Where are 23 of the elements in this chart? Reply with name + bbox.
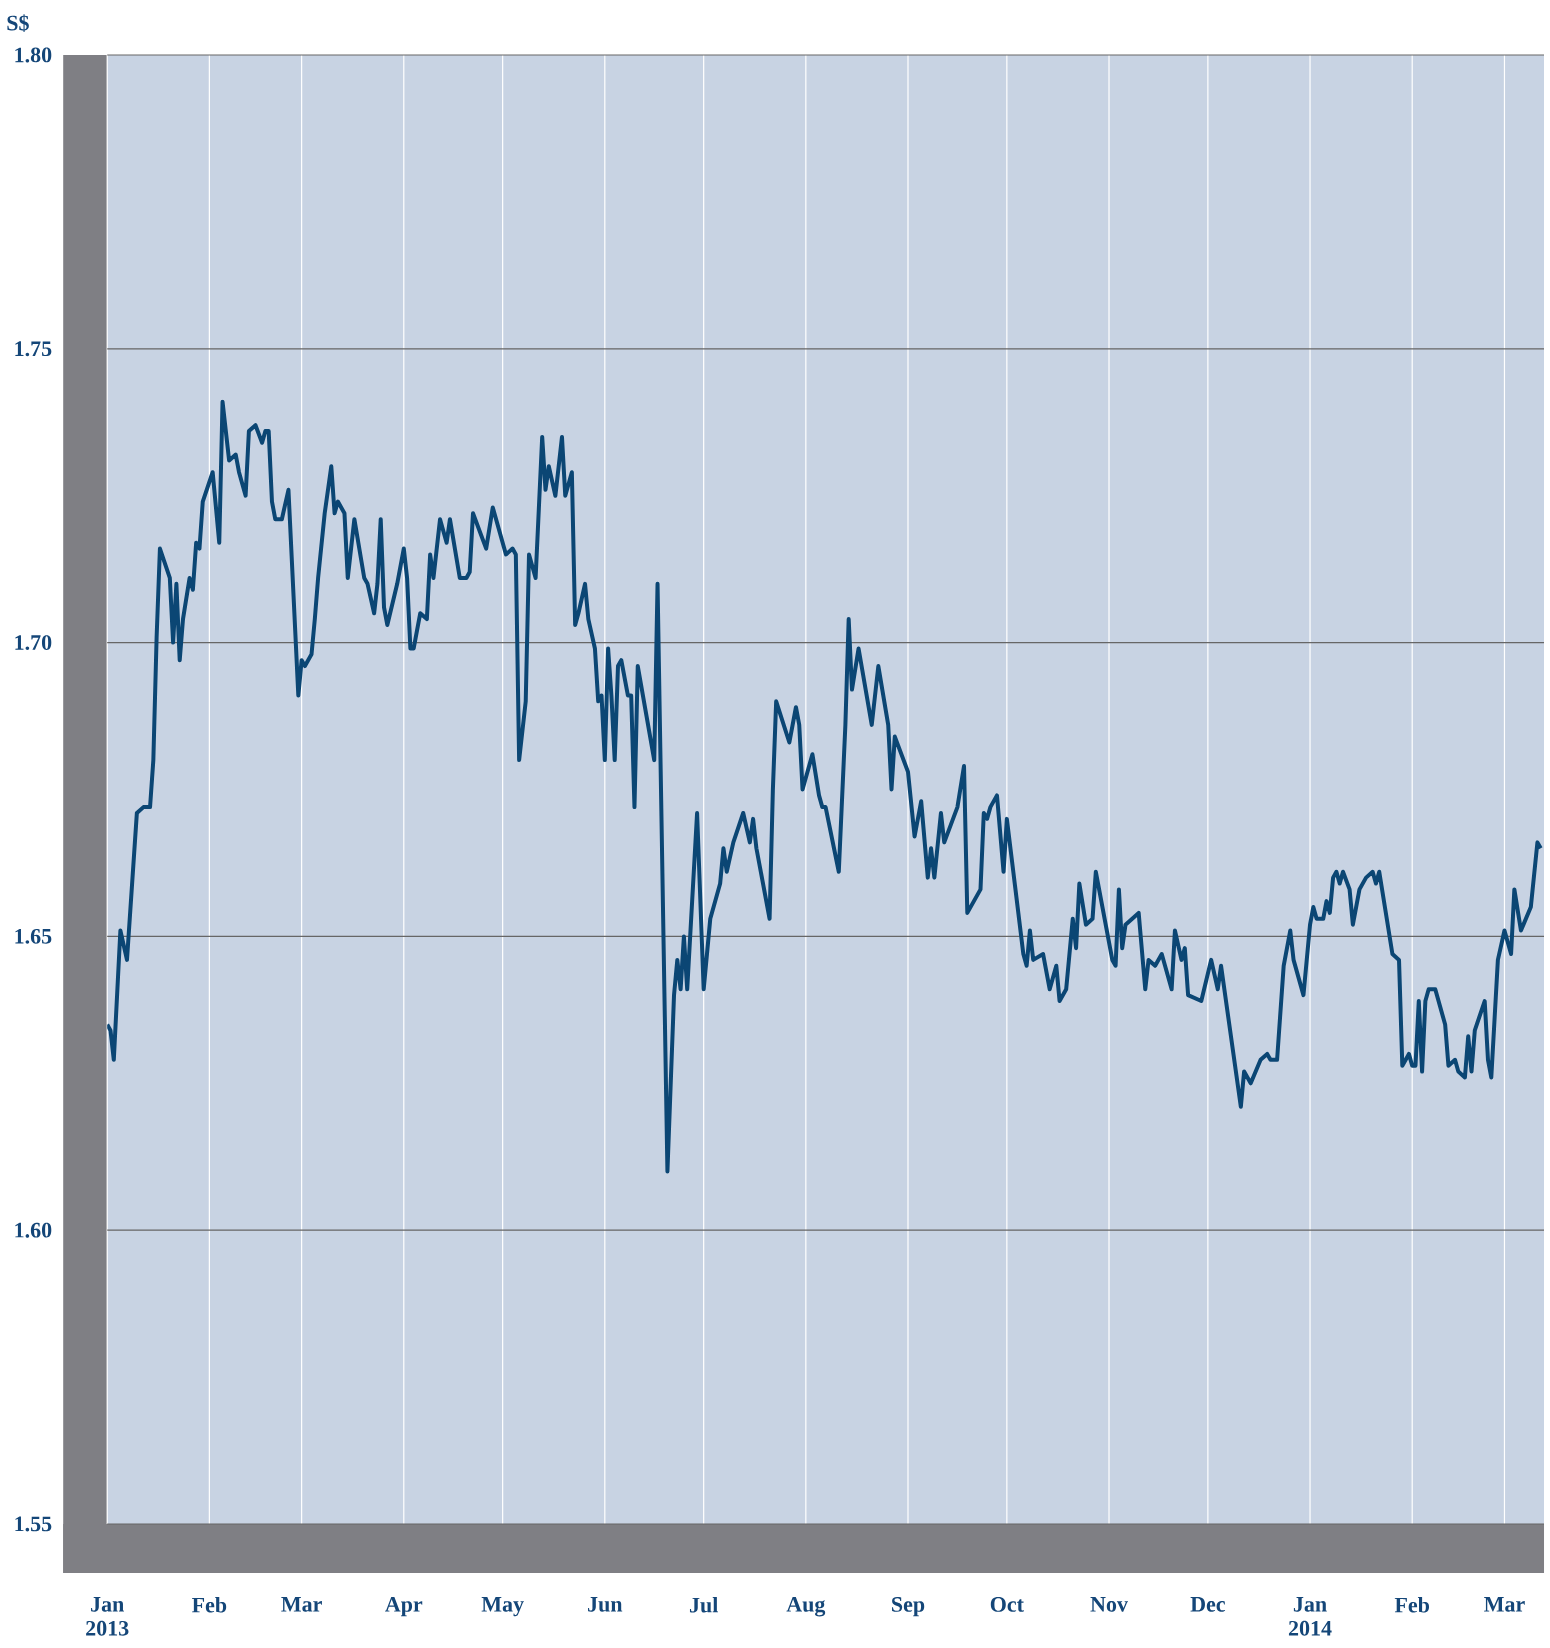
x-tick-label: May bbox=[481, 1597, 524, 1617]
x-tick-label: Mar bbox=[1484, 1597, 1525, 1612]
x-tick-label: Apr bbox=[385, 1597, 423, 1617]
x-tick-label: Mar bbox=[281, 1597, 322, 1612]
y-axis-title: S$ bbox=[7, 14, 29, 32]
x-tick-label: Sep bbox=[892, 1597, 925, 1617]
x-tick-label: Jan 2013 bbox=[86, 1597, 129, 1636]
y-tick-label: 1.55 bbox=[15, 1516, 52, 1532]
y-tick-label: 1.80 bbox=[15, 47, 52, 63]
y-tick-label: 1.75 bbox=[15, 341, 52, 357]
x-tick-label: Oct bbox=[990, 1597, 1024, 1612]
x-tick-label: Jul bbox=[689, 1597, 718, 1613]
x-tick-label: Jun bbox=[588, 1597, 623, 1612]
x-tick-label: Dec bbox=[1190, 1597, 1226, 1612]
y-tick-label: 1.65 bbox=[15, 928, 52, 944]
x-tick-label: Nov bbox=[1090, 1597, 1128, 1612]
x-tick-label: Feb bbox=[1394, 1597, 1430, 1613]
y-tick-label: 1.60 bbox=[15, 1222, 52, 1238]
x-tick-label: Aug bbox=[786, 1597, 826, 1617]
line-series bbox=[107, 399, 1543, 1174]
x-tick-label: Jan 2014 bbox=[1288, 1597, 1332, 1636]
y-tick-label: 1.70 bbox=[15, 635, 52, 651]
x-tick-label: Feb bbox=[192, 1597, 227, 1613]
